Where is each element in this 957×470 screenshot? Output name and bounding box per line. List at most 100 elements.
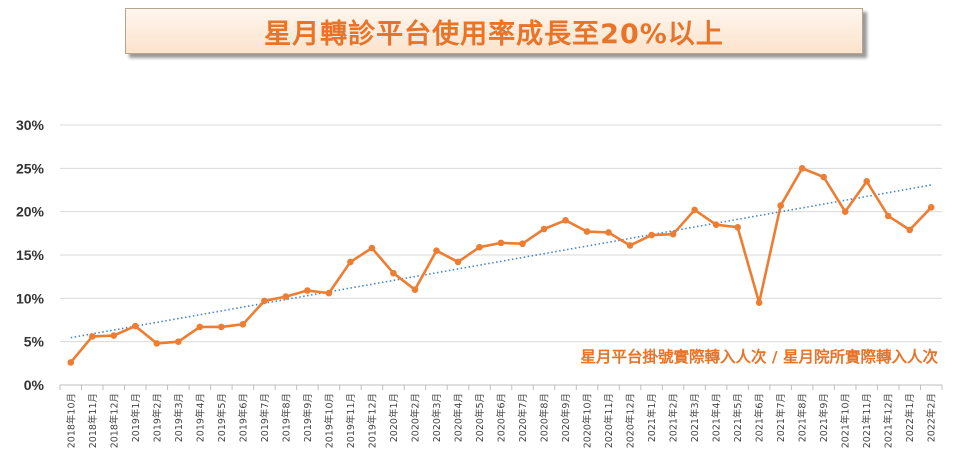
x-tick-label: 2018年10月 bbox=[65, 393, 77, 448]
data-point bbox=[261, 297, 268, 305]
data-point bbox=[562, 217, 569, 224]
x-tick-label: 2021年1月 bbox=[646, 393, 658, 442]
x-tick-label: 2019年5月 bbox=[216, 393, 228, 442]
x-tick-label: 2021年7月 bbox=[775, 393, 787, 442]
data-point bbox=[734, 223, 741, 231]
x-tick-label: 2020年12月 bbox=[625, 393, 637, 448]
x-tick-label: 2019年4月 bbox=[194, 393, 206, 442]
x-tick-label: 2021年10月 bbox=[840, 393, 852, 448]
x-tick-label: 2020年2月 bbox=[409, 393, 421, 442]
data-point bbox=[433, 247, 440, 254]
data-point bbox=[884, 212, 892, 220]
x-tick-label: 2021年8月 bbox=[797, 393, 809, 442]
data-point bbox=[196, 323, 204, 331]
x-tick-label: 2019年2月 bbox=[151, 393, 163, 442]
data-point bbox=[691, 206, 698, 214]
x-tick-label: 2019年11月 bbox=[345, 393, 357, 448]
x-tick-label: 2019年8月 bbox=[280, 393, 292, 442]
data-point bbox=[153, 340, 161, 347]
data-point bbox=[390, 269, 397, 277]
data-point bbox=[777, 202, 784, 209]
data-point bbox=[863, 178, 871, 185]
x-tick-label: 2019年9月 bbox=[302, 393, 314, 442]
data-point bbox=[476, 243, 483, 251]
x-tick-label: 2020年6月 bbox=[496, 393, 508, 442]
x-tick-label: 2022年2月 bbox=[926, 393, 938, 442]
x-tick-label: 2022年1月 bbox=[904, 393, 916, 442]
x-tick-label: 2020年7月 bbox=[517, 393, 529, 442]
data-point bbox=[239, 321, 247, 328]
x-tick-label: 2021年5月 bbox=[732, 393, 744, 442]
trendline-group bbox=[70, 184, 932, 339]
x-tick-label: 2021年4月 bbox=[711, 393, 723, 442]
x-tick-label: 2020年10月 bbox=[582, 393, 594, 448]
x-tick-label: 2020年11月 bbox=[603, 393, 615, 448]
data-point bbox=[583, 228, 591, 235]
y-tick-label: 15% bbox=[16, 247, 45, 263]
data-point bbox=[841, 208, 849, 215]
chart-title-box: 星月轉診平台使用率成長至20%以上 bbox=[125, 8, 863, 54]
x-tick-label: 2019年1月 bbox=[130, 393, 142, 442]
x-tick-label: 2020年8月 bbox=[539, 393, 551, 442]
data-point bbox=[368, 244, 376, 252]
x-tick-label: 2021年9月 bbox=[818, 393, 830, 442]
x-tick-label: 2020年9月 bbox=[560, 393, 572, 442]
data-point bbox=[175, 338, 182, 345]
data-point bbox=[755, 299, 763, 306]
data-point bbox=[626, 242, 634, 249]
x-tick-label: 2020年4月 bbox=[452, 393, 464, 442]
data-point bbox=[282, 293, 290, 300]
x-tick-label: 2018年11月 bbox=[87, 393, 99, 448]
data-point bbox=[648, 231, 655, 239]
data-point bbox=[605, 229, 612, 236]
data-point bbox=[927, 204, 935, 211]
data-point bbox=[497, 239, 505, 247]
y-tick-label: 5% bbox=[24, 334, 45, 350]
series-line bbox=[69, 167, 933, 364]
x-axis-ticks: 2018年10月 2018年11月 2018年12月 2019年1月 2019年2月 20… bbox=[59, 385, 943, 448]
series-annotation: 星月平台掛號實際轉入人次 / 星月院所實際轉入人次 bbox=[581, 347, 939, 366]
y-tick-label: 30% bbox=[16, 117, 45, 133]
data-point bbox=[131, 322, 139, 330]
x-tick-label: 2020年1月 bbox=[388, 393, 400, 442]
data-point bbox=[820, 173, 827, 181]
data-point bbox=[540, 225, 548, 233]
x-tick-label: 2021年3月 bbox=[689, 393, 701, 442]
gridlines bbox=[60, 124, 942, 386]
x-tick-label: 2020年3月 bbox=[431, 393, 443, 442]
data-point bbox=[798, 165, 806, 172]
data-point bbox=[110, 332, 118, 339]
trendline bbox=[70, 184, 932, 339]
y-tick-label: 25% bbox=[16, 160, 45, 176]
x-tick-label: 2020年5月 bbox=[474, 393, 486, 442]
y-tick-label: 10% bbox=[16, 290, 45, 306]
y-tick-label: 0% bbox=[24, 377, 45, 393]
x-tick-label: 2019年7月 bbox=[259, 393, 271, 442]
data-point bbox=[218, 323, 225, 331]
y-axis-ticks: 0% 5% 10% 15% 20% 25% 30% bbox=[16, 117, 45, 393]
data-point bbox=[519, 240, 526, 248]
series-group bbox=[67, 165, 935, 366]
x-tick-label: 2019年10月 bbox=[323, 393, 335, 448]
data-point bbox=[304, 287, 311, 294]
data-point bbox=[712, 221, 720, 228]
data-point bbox=[347, 258, 354, 266]
x-tick-label: 2021年2月 bbox=[668, 393, 680, 442]
data-point bbox=[411, 286, 419, 293]
data-point bbox=[325, 289, 333, 297]
data-point bbox=[67, 359, 75, 366]
x-tick-label: 2019年12月 bbox=[366, 393, 378, 448]
x-tick-label: 2018年12月 bbox=[108, 393, 120, 448]
data-point bbox=[454, 258, 462, 266]
y-tick-label: 20% bbox=[16, 204, 45, 220]
x-tick-label: 2021年12月 bbox=[883, 393, 895, 448]
data-point bbox=[669, 230, 677, 238]
x-tick-label: 2019年3月 bbox=[173, 393, 185, 442]
data-point bbox=[88, 333, 96, 340]
chart-title: 星月轉診平台使用率成長至20%以上 bbox=[264, 18, 724, 50]
x-tick-label: 2019年6月 bbox=[237, 393, 249, 442]
x-tick-label: 2021年11月 bbox=[861, 393, 873, 448]
x-tick-label: 2021年6月 bbox=[754, 393, 766, 442]
data-point bbox=[906, 226, 914, 234]
